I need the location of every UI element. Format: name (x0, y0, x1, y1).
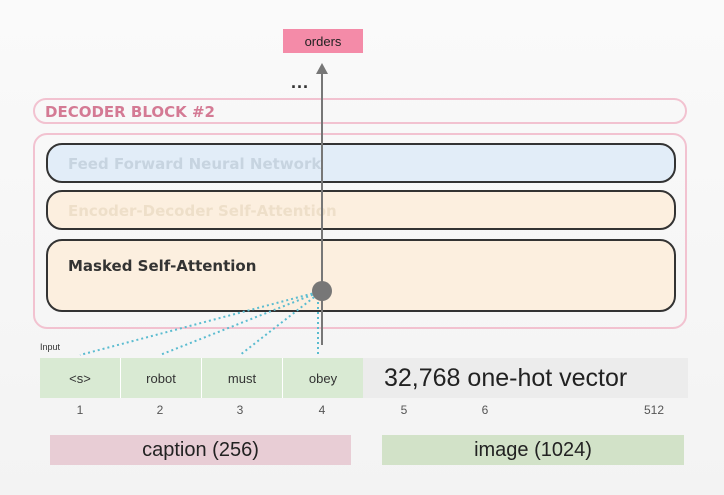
layer-feed-forward-label: Feed Forward Neural Network (68, 155, 322, 173)
flow-arrow-head (316, 63, 328, 74)
decoder-title: DECODER BLOCK #2 (45, 103, 215, 121)
position-index: 512 (643, 403, 665, 417)
layer-encoder-decoder-attention: Encoder-Decoder Self-Attention (46, 190, 676, 230)
layer-encoder-decoder-attention-label: Encoder-Decoder Self-Attention (68, 202, 337, 220)
layer-masked-self-attention-label: Masked Self-Attention (68, 257, 257, 275)
attention-line-s (79, 290, 323, 356)
one-hot-label: 32,768 one-hot vector (384, 364, 628, 392)
output-token: orders (283, 29, 363, 53)
input-token-row: <s> robot must obey (40, 358, 363, 398)
ellipsis: ... (291, 72, 310, 92)
input-token: robot (121, 358, 202, 398)
input-label: Input (40, 342, 61, 352)
attention-line-robot (159, 290, 323, 356)
attention-node (312, 281, 332, 301)
image-segment: image (1024) (382, 435, 684, 465)
position-index: 1 (76, 403, 84, 417)
layer-feed-forward: Feed Forward Neural Network (46, 143, 676, 183)
decoder-title-box (33, 98, 687, 124)
position-index: 2 (156, 403, 164, 417)
one-hot-box (363, 358, 688, 398)
layer-masked-self-attention: Masked Self-Attention (46, 239, 676, 312)
decoder-block (33, 133, 687, 329)
position-index: 6 (481, 403, 489, 417)
input-token: must (202, 358, 283, 398)
position-index: 5 (400, 403, 408, 417)
attention-line-must (239, 290, 323, 356)
position-index: 4 (318, 403, 326, 417)
position-index: 3 (236, 403, 244, 417)
input-token: obey (283, 358, 363, 398)
caption-segment: caption (256) (50, 435, 351, 465)
input-token: <s> (40, 358, 121, 398)
